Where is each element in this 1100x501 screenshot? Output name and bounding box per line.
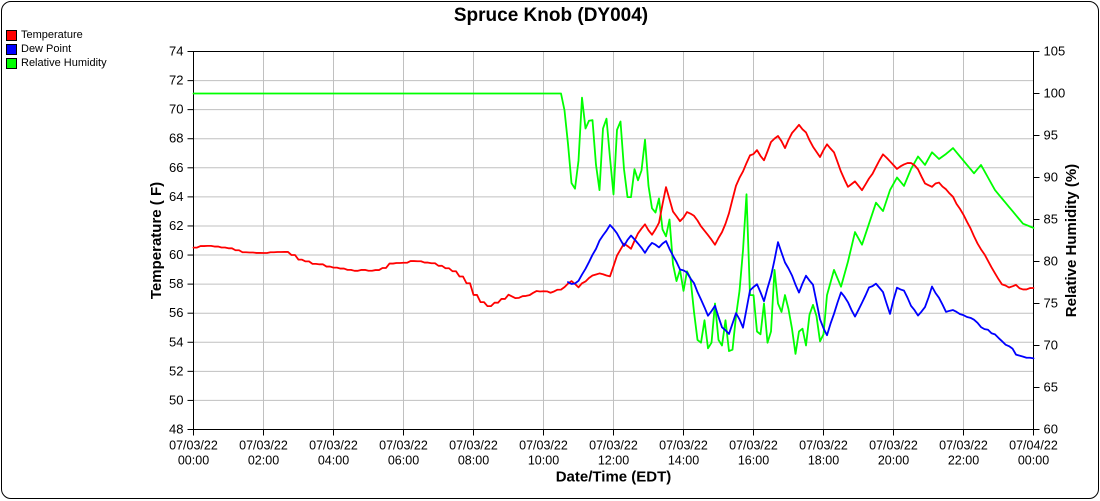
- svg-text:Temperature ( F): Temperature ( F): [148, 182, 165, 299]
- svg-text:70: 70: [169, 102, 183, 117]
- svg-text:48: 48: [169, 422, 183, 437]
- svg-text:07/03/22: 07/03/22: [169, 439, 218, 453]
- svg-text:07/03/22: 07/03/22: [939, 439, 988, 453]
- svg-text:58: 58: [169, 276, 183, 291]
- svg-text:50: 50: [169, 392, 183, 407]
- svg-text:10:00: 10:00: [528, 454, 559, 468]
- svg-text:100: 100: [1044, 86, 1066, 101]
- svg-text:72: 72: [169, 73, 183, 88]
- svg-text:07/03/22: 07/03/22: [379, 439, 428, 453]
- svg-text:07/03/22: 07/03/22: [309, 439, 358, 453]
- svg-text:75: 75: [1044, 296, 1058, 311]
- svg-text:Relative Humidity (%): Relative Humidity (%): [1063, 164, 1080, 317]
- svg-text:70: 70: [1044, 338, 1058, 353]
- svg-text:07/03/22: 07/03/22: [659, 439, 708, 453]
- svg-text:07/03/22: 07/03/22: [869, 439, 918, 453]
- svg-text:02:00: 02:00: [248, 454, 279, 468]
- svg-text:16:00: 16:00: [738, 454, 769, 468]
- svg-text:60: 60: [1044, 422, 1058, 437]
- svg-text:52: 52: [169, 363, 183, 378]
- svg-text:54: 54: [169, 334, 183, 349]
- svg-text:85: 85: [1044, 212, 1058, 227]
- svg-text:04:00: 04:00: [318, 454, 349, 468]
- svg-text:105: 105: [1044, 44, 1066, 59]
- svg-text:07/03/22: 07/03/22: [799, 439, 848, 453]
- svg-text:00:00: 00:00: [178, 454, 209, 468]
- svg-text:22:00: 22:00: [948, 454, 979, 468]
- svg-text:12:00: 12:00: [598, 454, 629, 468]
- svg-text:18:00: 18:00: [808, 454, 839, 468]
- svg-text:60: 60: [169, 247, 183, 262]
- svg-text:56: 56: [169, 305, 183, 320]
- svg-text:07/03/22: 07/03/22: [589, 439, 638, 453]
- svg-text:00:00: 00:00: [1018, 454, 1049, 468]
- svg-text:07/03/22: 07/03/22: [449, 439, 498, 453]
- svg-text:07/03/22: 07/03/22: [239, 439, 288, 453]
- svg-text:07/03/22: 07/03/22: [519, 439, 568, 453]
- svg-text:20:00: 20:00: [878, 454, 909, 468]
- svg-text:08:00: 08:00: [458, 454, 489, 468]
- svg-text:65: 65: [1044, 380, 1058, 395]
- svg-text:90: 90: [1044, 170, 1058, 185]
- svg-text:07/04/22: 07/04/22: [1009, 439, 1058, 453]
- svg-text:64: 64: [169, 189, 183, 204]
- svg-text:Date/Time (EDT): Date/Time (EDT): [556, 469, 672, 486]
- svg-text:62: 62: [169, 218, 183, 233]
- svg-text:74: 74: [169, 44, 183, 59]
- svg-text:14:00: 14:00: [668, 454, 699, 468]
- svg-text:68: 68: [169, 131, 183, 146]
- svg-text:06:00: 06:00: [388, 454, 419, 468]
- svg-text:80: 80: [1044, 254, 1058, 269]
- svg-text:07/03/22: 07/03/22: [729, 439, 778, 453]
- svg-text:66: 66: [169, 160, 183, 175]
- svg-text:95: 95: [1044, 128, 1058, 143]
